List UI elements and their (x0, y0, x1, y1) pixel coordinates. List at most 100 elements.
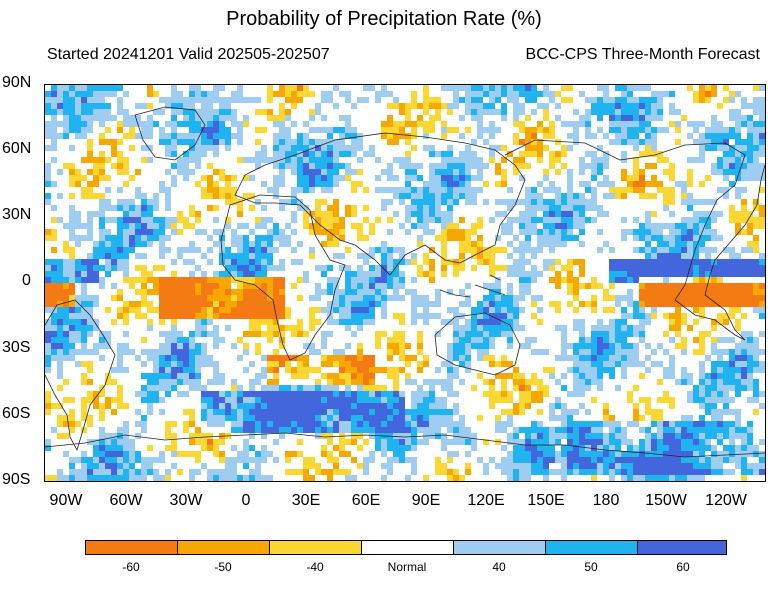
probability-cell (237, 391, 243, 397)
probability-cell (603, 469, 609, 475)
probability-cell (75, 307, 81, 313)
probability-cell (663, 457, 669, 463)
probability-cell (303, 271, 309, 277)
probability-cell (255, 409, 261, 415)
probability-cell (729, 451, 735, 457)
probability-cell (735, 151, 741, 157)
probability-cell (717, 235, 723, 241)
probability-cell (669, 193, 675, 199)
probability-cell (627, 103, 633, 109)
probability-cell (75, 325, 81, 331)
probability-cell (195, 355, 201, 361)
probability-cell (699, 133, 705, 139)
probability-cell (699, 343, 705, 349)
probability-cell (117, 469, 123, 475)
probability-cell (519, 109, 525, 115)
probability-cell (501, 229, 507, 235)
probability-cell (453, 91, 459, 97)
probability-cell (417, 265, 423, 271)
probability-cell (747, 223, 753, 229)
probability-cell (741, 247, 747, 253)
probability-cell (489, 265, 495, 271)
probability-cell (441, 421, 447, 427)
probability-cell (129, 199, 135, 205)
probability-cell (723, 151, 729, 157)
probability-cell (285, 85, 291, 91)
probability-cell (249, 259, 255, 265)
probability-cell (147, 199, 153, 205)
probability-cell (69, 193, 75, 199)
probability-cell (369, 451, 375, 457)
lon-tick-120e: 120E (467, 492, 505, 509)
probability-cell (255, 427, 261, 433)
probability-cell (333, 277, 339, 283)
probability-cell (543, 205, 549, 211)
probability-cell (729, 205, 735, 211)
probability-cell (195, 229, 201, 235)
probability-cell (387, 247, 393, 253)
probability-cell (303, 187, 309, 193)
probability-cell (609, 109, 615, 115)
probability-cell (729, 421, 735, 427)
probability-cell (261, 109, 267, 115)
probability-cell (645, 193, 651, 199)
probability-cell (477, 223, 483, 229)
probability-cell (141, 253, 147, 259)
probability-cell (189, 313, 195, 319)
probability-cell (609, 187, 615, 193)
probability-cell (255, 313, 261, 319)
probability-cell (99, 427, 105, 433)
probability-cell (153, 265, 159, 271)
probability-cell (495, 181, 501, 187)
probability-cell (501, 199, 507, 205)
probability-cell (621, 475, 627, 481)
probability-cell (303, 403, 309, 409)
probability-cell (627, 451, 633, 457)
probability-cell (135, 265, 141, 271)
probability-cell (477, 133, 483, 139)
probability-cell (129, 205, 135, 211)
probability-cell (657, 109, 663, 115)
probability-cell (567, 235, 573, 241)
probability-cell (543, 175, 549, 181)
probability-cell (387, 187, 393, 193)
probability-cell (405, 175, 411, 181)
probability-cell (741, 97, 747, 103)
probability-cell (357, 139, 363, 145)
probability-cell (705, 253, 711, 259)
probability-cell (69, 205, 75, 211)
probability-cell (501, 91, 507, 97)
lat-tick-90n: 90N (2, 74, 32, 91)
probability-cell (615, 385, 621, 391)
probability-cell (105, 439, 111, 445)
probability-cell (243, 451, 249, 457)
probability-cell (189, 241, 195, 247)
probability-cell (363, 97, 369, 103)
probability-cell (279, 133, 285, 139)
probability-cell (261, 301, 267, 307)
probability-cell (435, 289, 441, 295)
probability-cell (255, 307, 261, 313)
probability-cell (399, 433, 405, 439)
probability-cell (573, 133, 579, 139)
probability-cell (183, 115, 189, 121)
probability-cell (231, 403, 237, 409)
probability-cell (705, 397, 711, 403)
probability-cell (561, 355, 567, 361)
probability-cell (261, 331, 267, 337)
probability-cell (423, 403, 429, 409)
probability-cell (621, 175, 627, 181)
probability-cell (285, 415, 291, 421)
probability-cell (81, 265, 87, 271)
probability-cell (279, 433, 285, 439)
probability-cell (363, 187, 369, 193)
probability-cell (567, 85, 573, 91)
probability-cell (399, 397, 405, 403)
probability-cell (45, 91, 51, 97)
probability-cell (717, 289, 723, 295)
probability-cell (633, 307, 639, 313)
probability-cell (255, 235, 261, 241)
probability-cell (123, 235, 129, 241)
probability-cell (417, 403, 423, 409)
probability-cell (105, 457, 111, 463)
